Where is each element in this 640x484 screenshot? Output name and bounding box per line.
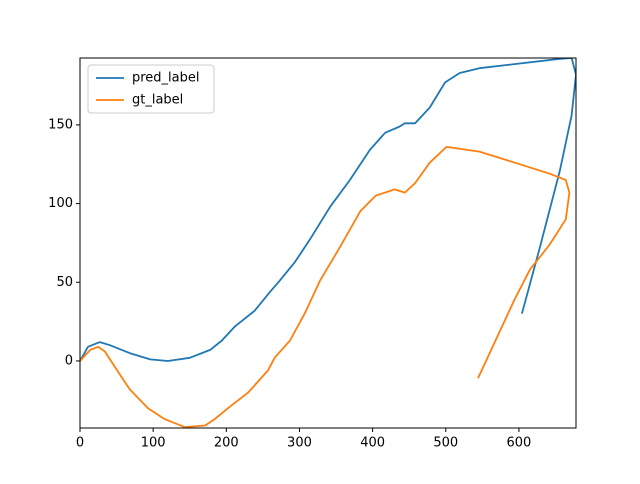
x-tick-label: 500: [433, 436, 458, 451]
y-tick-label: 150: [48, 117, 73, 132]
y-tick-label: 0: [65, 353, 73, 368]
series-line: [80, 58, 576, 362]
x-tick-label: 600: [507, 436, 532, 451]
y-tick-label: 100: [48, 196, 73, 211]
y-tick-label: 50: [56, 275, 73, 290]
x-tick-label: 0: [76, 436, 84, 451]
series-line: [80, 146, 571, 428]
legend-label: pred_label: [132, 71, 200, 86]
axes-frame: [79, 57, 577, 429]
legend-label: gt_label: [132, 93, 183, 108]
x-tick-label: 100: [141, 436, 166, 451]
x-tick-label: 300: [287, 436, 312, 451]
x-tick-label: 400: [360, 436, 385, 451]
legend-box: [87, 64, 215, 114]
x-tick-label: 200: [214, 436, 239, 451]
